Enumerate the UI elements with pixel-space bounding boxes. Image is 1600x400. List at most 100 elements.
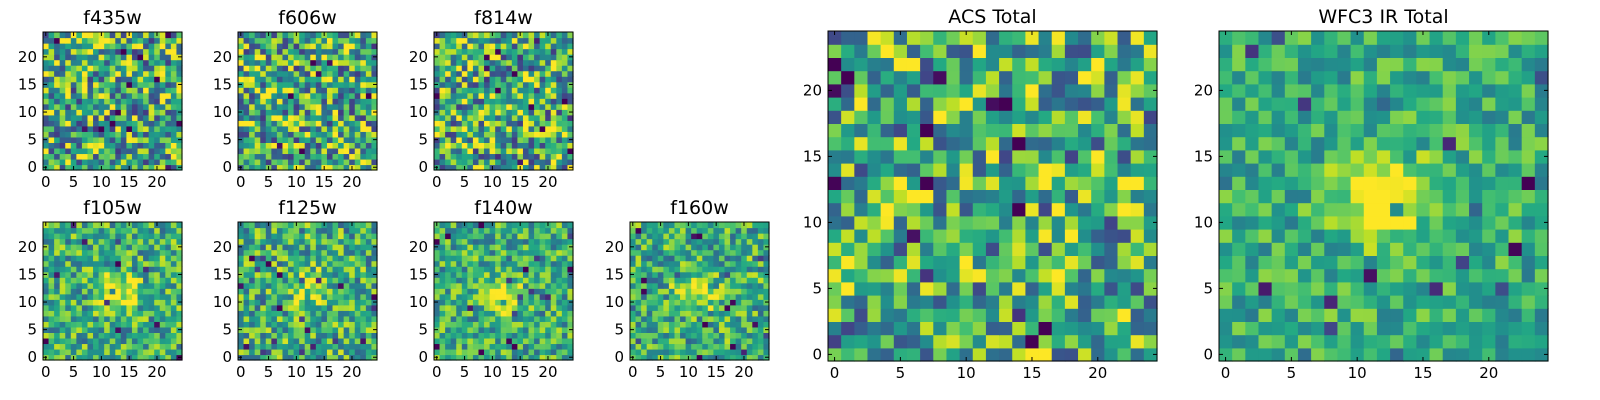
heatmap-cell — [691, 260, 698, 267]
heatmap-cell — [321, 109, 328, 116]
heatmap-cell — [461, 98, 468, 105]
heatmap-cell — [76, 255, 83, 262]
heatmap-cell — [265, 48, 272, 55]
heatmap-cell — [746, 271, 753, 278]
heatmap-cell — [143, 227, 150, 234]
heatmap-cell — [467, 288, 474, 295]
heatmap-cell — [326, 142, 334, 149]
heatmap-cell — [528, 125, 535, 132]
heatmap-cell — [115, 348, 122, 356]
heatmap-cell — [148, 54, 155, 61]
heatmap-cell — [735, 332, 742, 339]
heatmap-cell — [310, 109, 317, 116]
heatmap-cell — [115, 277, 122, 284]
heatmap-cell — [371, 337, 378, 345]
heatmap-cell — [534, 332, 541, 339]
heatmap-cell — [249, 153, 256, 160]
heatmap-cell — [534, 37, 541, 44]
heatmap-cell — [126, 125, 133, 132]
heatmap-cell — [288, 81, 295, 88]
heatmap-cell — [109, 348, 116, 356]
heatmap-cell — [561, 277, 569, 284]
heatmap-cell — [450, 48, 457, 55]
heatmap-cell — [159, 310, 166, 317]
heatmap-cell — [59, 271, 66, 278]
heatmap-cell — [48, 59, 55, 66]
heatmap-cell — [906, 255, 921, 270]
heatmap-cell — [137, 354, 144, 361]
heatmap-cell — [304, 147, 311, 155]
heatmap-cell — [691, 293, 698, 300]
heatmap-cell — [137, 238, 144, 245]
heatmap-cell — [315, 271, 322, 278]
heatmap-cell — [59, 153, 66, 160]
heatmap-cell — [920, 163, 934, 177]
heatmap-cell — [635, 304, 642, 311]
heatmap-cell — [81, 142, 89, 149]
heatmap-cell — [467, 59, 474, 66]
heatmap-cell — [959, 215, 974, 230]
heatmap-cell — [87, 348, 94, 356]
heatmap-cell — [326, 288, 334, 295]
heatmap-cell — [120, 32, 127, 39]
heatmap-cell — [131, 81, 139, 88]
heatmap-cell — [461, 315, 468, 322]
heatmap-cell — [517, 76, 524, 83]
heatmap-cell — [170, 282, 178, 289]
heatmap-cell — [87, 92, 94, 99]
heatmap-cell — [70, 310, 77, 317]
heatmap-cell — [65, 310, 72, 317]
heatmap-cell — [506, 293, 513, 300]
heatmap-cell — [165, 332, 172, 339]
heatmap-cell — [1012, 295, 1026, 309]
heatmap-cell — [93, 125, 100, 132]
heatmap-cell — [1104, 295, 1119, 309]
heatmap-cell — [561, 103, 569, 110]
heatmap-cell — [109, 321, 116, 328]
heatmap-cell — [1091, 268, 1105, 283]
heatmap-cell — [354, 255, 361, 262]
heatmap-cell — [326, 92, 334, 99]
heatmap-cell — [98, 48, 105, 55]
heatmap-cell — [674, 315, 681, 322]
heatmap-cell — [495, 164, 502, 171]
heatmap-cell — [500, 43, 507, 50]
heatmap-cell — [93, 310, 100, 317]
heatmap-cell — [713, 343, 720, 350]
x-tick-label: 15 — [120, 363, 139, 381]
heatmap-cell — [920, 295, 934, 309]
heatmap-cell — [243, 48, 250, 55]
heatmap-cell — [746, 222, 753, 229]
heatmap-cell — [561, 326, 569, 333]
heatmap-cell — [1117, 176, 1132, 190]
heatmap-cell — [489, 81, 496, 88]
heatmap-cell — [304, 222, 311, 229]
heatmap-cell — [343, 98, 350, 105]
heatmap-cell — [260, 255, 267, 262]
heatmap-cell — [310, 37, 317, 44]
heatmap-cell — [434, 321, 441, 328]
heatmap-cell — [354, 98, 361, 105]
heatmap-cell — [567, 32, 574, 39]
heatmap-cell — [556, 233, 563, 240]
heatmap-cell — [299, 233, 306, 240]
heatmap-cell — [550, 238, 557, 245]
heatmap-cell — [635, 337, 642, 345]
heatmap-cell — [315, 54, 322, 61]
heatmap-cell — [43, 76, 50, 83]
heatmap-cell — [893, 189, 908, 204]
heatmap-cell — [867, 308, 882, 322]
heatmap-cell — [93, 59, 100, 66]
heatmap-cell — [371, 158, 378, 166]
heatmap-cell — [472, 103, 480, 110]
heatmap-cell — [360, 348, 367, 356]
heatmap-cell — [304, 125, 311, 132]
heatmap-cell — [434, 293, 441, 300]
heatmap-cell — [635, 315, 642, 322]
heatmap-cell — [484, 81, 491, 88]
heatmap-cell — [131, 48, 139, 55]
heatmap-cell — [282, 288, 289, 295]
heatmap-cell — [293, 282, 300, 289]
heatmap-cell — [54, 288, 61, 295]
